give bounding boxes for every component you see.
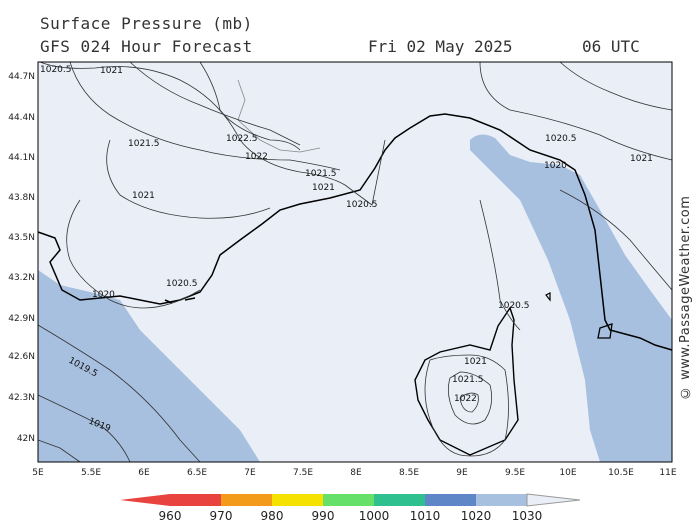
legend-swatch bbox=[170, 494, 221, 506]
pressure-contours bbox=[37, 61, 673, 463]
lon-label: 8.5E bbox=[399, 468, 419, 478]
contour-labels: 1020.5 1021 1021.5 1022.5 1022 1021.5 10… bbox=[40, 65, 653, 434]
legend-swatch bbox=[272, 494, 323, 506]
lon-label: 9E bbox=[456, 468, 468, 478]
lat-label: 44.1N bbox=[8, 153, 35, 163]
lat-label: 42.6N bbox=[8, 352, 35, 362]
lon-label: 6E bbox=[138, 468, 150, 478]
map-frame bbox=[37, 61, 673, 463]
legend-label: 1000 bbox=[359, 509, 390, 523]
lon-label: 7.5E bbox=[293, 468, 313, 478]
contour-label: 1020.5 bbox=[40, 65, 72, 75]
contour-label: 1022.5 bbox=[226, 134, 258, 144]
lon-label: 11E bbox=[659, 468, 676, 478]
contour-label: 1020.5 bbox=[498, 301, 530, 311]
low-pressure-band-southwest bbox=[38, 270, 260, 462]
contour-label: 1022 bbox=[454, 394, 477, 404]
copyright-watermark: © www.PassageWeather.com bbox=[678, 195, 693, 400]
coastline-islands-hyeres bbox=[164, 297, 196, 304]
legend-swatch bbox=[374, 494, 425, 506]
legend-label: 970 bbox=[210, 509, 233, 523]
contour-label: 1021 bbox=[312, 183, 335, 193]
contour-label: 1022 bbox=[245, 152, 268, 162]
coastline-capraia bbox=[545, 292, 551, 302]
legend-swatch bbox=[476, 494, 527, 506]
lon-label: 8E bbox=[350, 468, 362, 478]
lon-label: 9.5E bbox=[505, 468, 525, 478]
longitude-axis: 5E 5.5E 6E 6.5E 7E 7.5E 8E 8.5E 9E 9.5E … bbox=[32, 468, 677, 478]
lat-label: 43.8N bbox=[8, 193, 35, 203]
lat-label: 42.3N bbox=[8, 393, 35, 403]
legend-label: 980 bbox=[261, 509, 284, 523]
coastline-elba bbox=[597, 323, 613, 339]
contour-label: 1021.5 bbox=[452, 375, 484, 385]
lat-label: 44.7N bbox=[8, 72, 35, 82]
map-subtitle: GFS 024 Hour Forecast bbox=[40, 37, 253, 56]
contour-label: 1020.5 bbox=[166, 279, 198, 289]
lat-label: 43.5N bbox=[8, 233, 35, 243]
contour-label: 1021 bbox=[100, 66, 123, 76]
latitude-axis: 44.7N 44.4N 44.1N 43.8N 43.5N 43.2N 42.9… bbox=[8, 72, 35, 444]
lat-label: 42.9N bbox=[8, 314, 35, 324]
coastline-mainland bbox=[37, 113, 673, 351]
contour-label: 1020 bbox=[544, 161, 567, 171]
legend-label: 1010 bbox=[410, 509, 441, 523]
low-pressure-band-east bbox=[470, 134, 672, 462]
forecast-time: 06 UTC bbox=[582, 37, 640, 56]
forecast-date: Fri 02 May 2025 bbox=[368, 37, 513, 56]
map-title: Surface Pressure (mb) bbox=[40, 14, 253, 33]
lon-label: 10E bbox=[559, 468, 576, 478]
pressure-legend: 960 970 980 990 1000 1010 1020 1030 bbox=[120, 493, 581, 523]
legend-swatch bbox=[425, 494, 476, 506]
contour-label: 1020.5 bbox=[545, 134, 577, 144]
contour-label: 1021 bbox=[630, 154, 653, 164]
lon-label: 10.5E bbox=[608, 468, 634, 478]
contour-label: 1021.5 bbox=[305, 169, 337, 179]
legend-swatch bbox=[221, 494, 272, 506]
border-line bbox=[237, 79, 321, 153]
legend-arrow-right bbox=[526, 493, 581, 507]
lat-label: 43.2N bbox=[8, 273, 35, 283]
contour-label: 1021 bbox=[132, 191, 155, 201]
legend-label: 960 bbox=[159, 509, 182, 523]
contour-label: 1021.5 bbox=[128, 139, 160, 149]
legend-arrow-left bbox=[120, 494, 170, 506]
legend-swatch bbox=[323, 494, 374, 506]
contour-label: 1020 bbox=[92, 290, 115, 300]
lat-label: 44.4N bbox=[8, 113, 35, 123]
lon-label: 5.5E bbox=[81, 468, 101, 478]
legend-label: 1020 bbox=[461, 509, 492, 523]
lon-label: 5E bbox=[32, 468, 44, 478]
contour-label: 1021 bbox=[464, 357, 487, 367]
legend-label: 1030 bbox=[512, 509, 543, 523]
lon-label: 6.5E bbox=[187, 468, 207, 478]
lat-label: 42N bbox=[17, 434, 35, 444]
legend-label: 990 bbox=[312, 509, 335, 523]
lon-label: 7E bbox=[244, 468, 256, 478]
contour-label: 1020.5 bbox=[346, 200, 378, 210]
